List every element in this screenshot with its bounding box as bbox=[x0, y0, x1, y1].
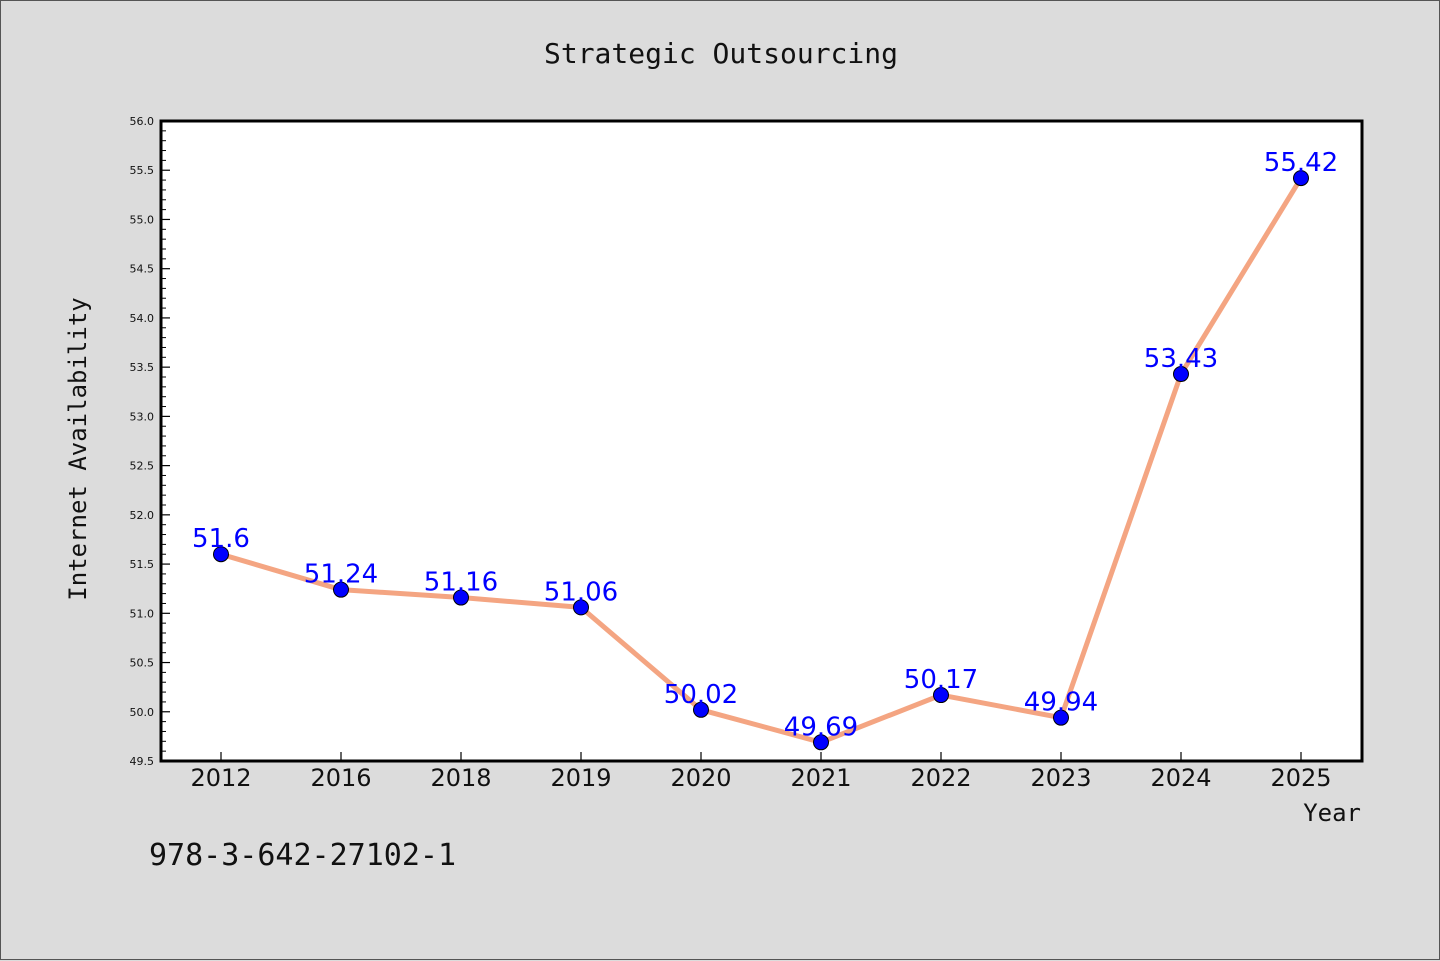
y-tick-label: 52.5 bbox=[130, 460, 155, 473]
y-tick-label: 49.5 bbox=[130, 755, 155, 768]
data-point bbox=[1293, 170, 1309, 187]
data-label: 50.02 bbox=[664, 680, 738, 710]
data-point bbox=[333, 581, 349, 598]
series-line bbox=[220, 176, 1304, 745]
plot-area bbox=[159, 119, 1364, 763]
y-tick-label: 52.0 bbox=[130, 509, 155, 522]
data-label: 49.69 bbox=[784, 712, 858, 742]
chart-title: Strategic Outsourcing bbox=[544, 37, 898, 70]
data-label: 55.42 bbox=[1264, 148, 1338, 178]
y-tick-label: 54.0 bbox=[130, 312, 155, 325]
y-tick-label: 56.0 bbox=[130, 115, 155, 128]
data-point bbox=[453, 589, 469, 606]
x-tick-label: 2018 bbox=[430, 764, 491, 792]
data-label: 51.06 bbox=[544, 577, 618, 607]
x-axis-label: Year bbox=[1303, 799, 1361, 827]
data-label: 51.24 bbox=[304, 560, 378, 590]
data-point bbox=[1173, 366, 1189, 383]
data-label: 50.17 bbox=[904, 665, 978, 695]
data-point bbox=[1053, 709, 1069, 726]
data-label: 49.94 bbox=[1024, 688, 1098, 718]
data-label: 51.16 bbox=[424, 568, 498, 598]
data-point bbox=[933, 687, 949, 704]
y-tick-label: 51.5 bbox=[130, 558, 155, 571]
x-tick-label: 2022 bbox=[910, 764, 971, 792]
data-label: 53.43 bbox=[1144, 344, 1218, 374]
x-tick-label: 2025 bbox=[1270, 764, 1331, 792]
x-tick-label: 2023 bbox=[1030, 764, 1091, 792]
y-tick-label: 51.0 bbox=[130, 607, 155, 620]
x-tick-label: 2019 bbox=[550, 764, 611, 792]
y-tick-label: 50.5 bbox=[130, 657, 155, 670]
x-axis: 2012 2016 2018 2019 2020 2021 2022 2023 2024 2025 bbox=[190, 752, 1332, 792]
y-tick-label: 53.5 bbox=[130, 361, 155, 374]
data-labels: 51.6 51.24 51.16 51.06 50.02 49.69 50.17 49.94 5… bbox=[192, 148, 1338, 742]
y-tick-label: 55.0 bbox=[130, 213, 155, 226]
y-tick-label: 53.0 bbox=[130, 410, 155, 423]
footer-text: 978-3-642-27102-1 bbox=[149, 838, 456, 873]
x-tick-label: 2021 bbox=[790, 764, 851, 792]
data-point bbox=[813, 734, 829, 751]
y-tick-label: 50.0 bbox=[130, 706, 155, 719]
x-tick-label: 2020 bbox=[670, 764, 731, 792]
data-point bbox=[693, 701, 709, 718]
data-label: 51.6 bbox=[192, 524, 250, 554]
x-tick-label: 2024 bbox=[1150, 764, 1211, 792]
x-tick-label: 2016 bbox=[310, 764, 371, 792]
y-tick-label: 54.5 bbox=[130, 263, 155, 276]
y-axis-label: Internet Availability bbox=[64, 297, 92, 600]
x-tick-label: 2012 bbox=[190, 764, 251, 792]
y-axis: 49.5 50.0 50.5 51.0 51.5 52.0 52.5 53.0 53.5 54.0… bbox=[130, 115, 170, 768]
data-point bbox=[573, 599, 589, 616]
data-point bbox=[213, 546, 229, 563]
y-tick-label: 55.5 bbox=[130, 164, 155, 177]
series-markers bbox=[213, 170, 1309, 751]
